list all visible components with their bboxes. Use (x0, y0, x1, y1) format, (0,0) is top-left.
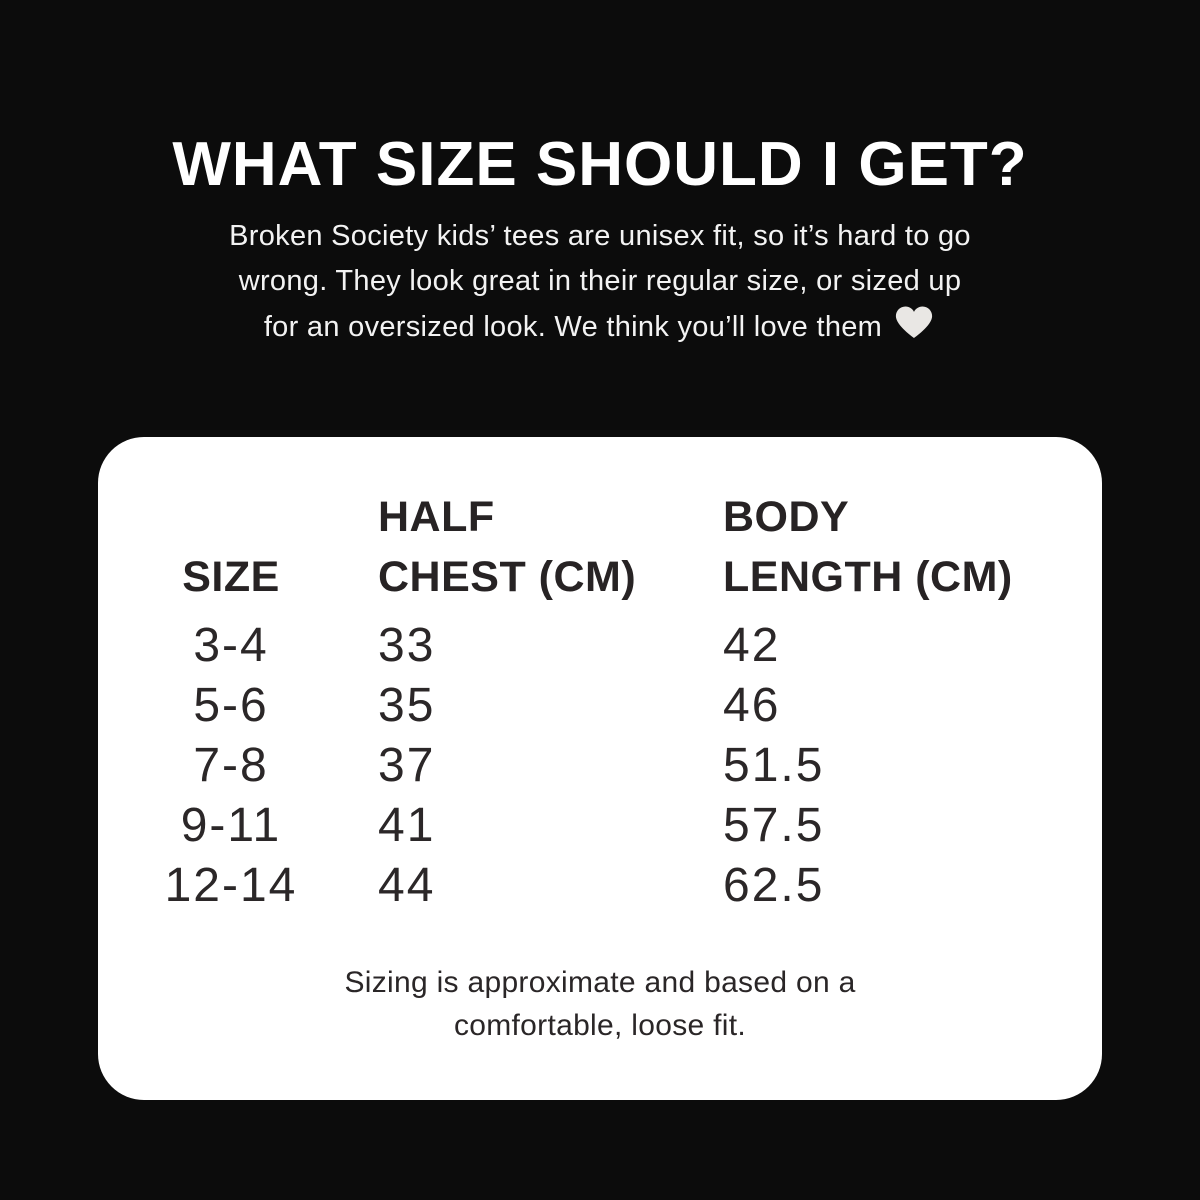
intro-line-text: for an oversized look. We think you’ll l… (263, 311, 883, 343)
table-body: 3-4 33 42 5-6 35 46 7-8 37 51.5 9-11 41 (156, 615, 1123, 915)
table-row: 7-8 37 51.5 (156, 735, 1123, 795)
size-cell: 3-4 (193, 618, 269, 672)
table-row: 9-11 41 57.5 (156, 795, 1123, 855)
table-row: 5-6 35 46 (156, 675, 1123, 735)
half-chest-column-header: HALF CHEST (CM) (378, 493, 637, 601)
half-chest-cell: 33 (378, 618, 436, 672)
sizing-note: Sizing is approximate and based on a com… (98, 961, 1102, 1047)
size-cell: 12-14 (164, 858, 298, 912)
body-length-column-header: BODY LENGTH (CM) (723, 493, 1013, 601)
intro-line: wrong. They look great in their regular … (238, 265, 962, 297)
table-row: 3-4 33 42 (156, 615, 1123, 675)
size-column-header: SIZE (182, 553, 280, 601)
page-title: WHAT SIZE SHOULD I GET? (172, 129, 1028, 199)
size-cell: 5-6 (193, 678, 269, 732)
size-chart-card: SIZE HALF CHEST (CM) BODY LENGTH (CM) 3-… (98, 437, 1102, 1100)
half-chest-cell: 41 (378, 798, 436, 852)
body-length-cell: 57.5 (723, 798, 825, 852)
size-cell: 9-11 (180, 798, 282, 852)
size-table: SIZE HALF CHEST (CM) BODY LENGTH (CM) 3-… (156, 487, 1123, 915)
half-chest-cell: 37 (378, 738, 436, 792)
sizing-note-line: Sizing is approximate and based on a (344, 966, 856, 999)
body-length-cell: 51.5 (723, 738, 825, 792)
intro-paragraph: Broken Society kids’ tees are unisex fit… (0, 214, 1200, 358)
half-chest-cell: 35 (378, 678, 436, 732)
table-row: 12-14 44 62.5 (156, 855, 1123, 915)
size-cell: 7-8 (193, 738, 269, 792)
body-length-cell: 62.5 (723, 858, 825, 912)
body-length-cell: 46 (723, 678, 781, 732)
half-chest-cell: 44 (378, 858, 436, 912)
intro-line: for an oversized look. We think you’ll l… (0, 304, 1200, 358)
intro-line: Broken Society kids’ tees are unisex fit… (229, 220, 971, 252)
sizing-note-line: comfortable, loose fit. (453, 1009, 747, 1042)
body-length-cell: 42 (723, 618, 781, 672)
table-header-row: SIZE HALF CHEST (CM) BODY LENGTH (CM) (156, 487, 1123, 607)
white-heart-icon (892, 304, 936, 358)
